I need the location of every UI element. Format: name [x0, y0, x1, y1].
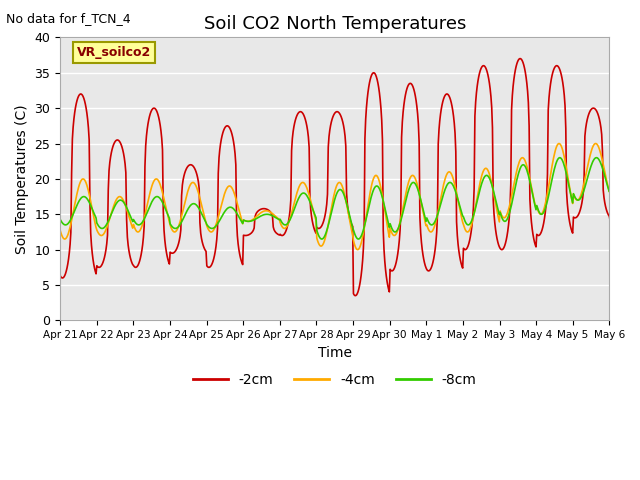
-8cm — [593, 155, 600, 160]
-4cm — [284, 222, 292, 228]
-8cm — [233, 210, 241, 216]
-4cm — [262, 208, 269, 214]
-2cm — [56, 273, 64, 278]
-8cm — [262, 212, 269, 217]
Line: -8cm: -8cm — [60, 157, 640, 239]
-4cm — [353, 247, 361, 252]
Text: No data for f_TCN_4: No data for f_TCN_4 — [6, 12, 131, 25]
-4cm — [233, 198, 241, 204]
Legend: -2cm, -4cm, -8cm: -2cm, -4cm, -8cm — [188, 368, 482, 393]
-8cm — [56, 216, 64, 222]
Text: VR_soilco2: VR_soilco2 — [77, 46, 151, 59]
-4cm — [628, 141, 636, 146]
-2cm — [125, 248, 132, 253]
Y-axis label: Soil Temperatures (C): Soil Temperatures (C) — [15, 104, 29, 254]
-2cm — [415, 121, 422, 127]
Title: Soil CO2 North Temperatures: Soil CO2 North Temperatures — [204, 15, 466, 33]
-8cm — [284, 220, 292, 226]
-2cm — [351, 293, 359, 299]
Line: -2cm: -2cm — [60, 59, 640, 296]
-2cm — [284, 222, 292, 228]
-2cm — [447, 100, 455, 106]
-8cm — [415, 188, 422, 194]
-4cm — [415, 186, 422, 192]
-2cm — [233, 218, 241, 224]
-8cm — [318, 236, 326, 242]
-4cm — [56, 228, 64, 233]
-4cm — [125, 214, 132, 219]
Line: -4cm: -4cm — [60, 144, 640, 250]
-4cm — [447, 171, 455, 177]
-2cm — [262, 206, 269, 212]
-8cm — [125, 210, 132, 216]
X-axis label: Time: Time — [318, 346, 352, 360]
-2cm — [516, 56, 524, 61]
-8cm — [447, 180, 455, 186]
